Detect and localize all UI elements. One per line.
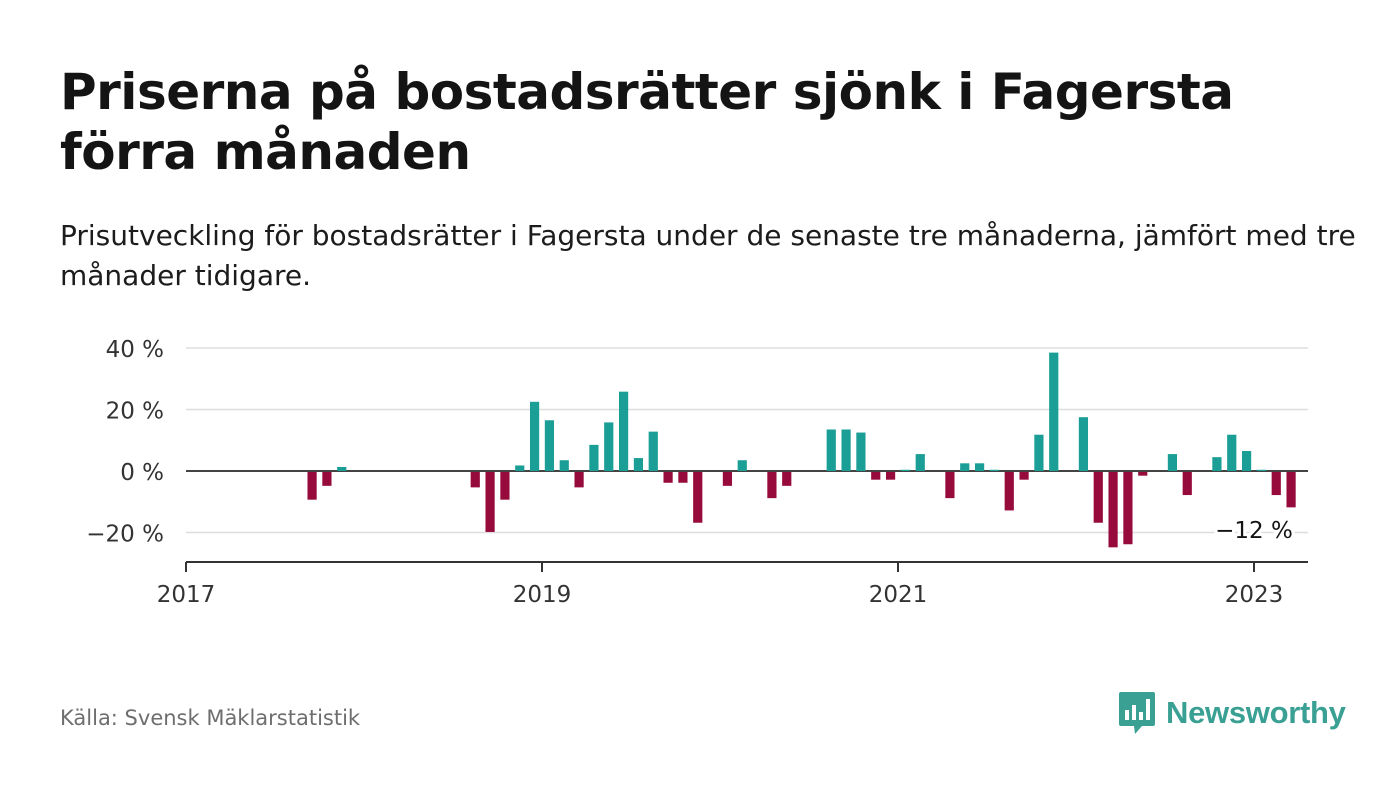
bar bbox=[485, 472, 495, 532]
bar bbox=[604, 422, 614, 471]
bar bbox=[1241, 451, 1252, 471]
bar bbox=[307, 472, 317, 500]
bar bbox=[559, 460, 569, 471]
chart-title: Priserna på bostadsrätter sjönk i Fagers… bbox=[60, 63, 1234, 181]
bar bbox=[915, 454, 925, 471]
newsworthy-logo-icon bbox=[1119, 692, 1155, 734]
bar bbox=[960, 463, 970, 471]
bar bbox=[1286, 472, 1296, 508]
bar bbox=[574, 472, 584, 488]
y-tick-label: 40 % bbox=[106, 337, 164, 363]
bar bbox=[693, 472, 703, 523]
bar bbox=[989, 469, 1000, 471]
bar bbox=[945, 472, 955, 499]
last-value-annotation: −12 % bbox=[1215, 518, 1293, 544]
labels-layer: 40 % 20 % 0 % −20 % 2017 2019 2021 2023 −12 % bbox=[86, 337, 1296, 608]
bar bbox=[322, 472, 332, 486]
axis-layer bbox=[185, 561, 1308, 572]
bar bbox=[767, 472, 777, 499]
bar bbox=[1093, 472, 1103, 523]
y-tick-label: −20 % bbox=[86, 522, 164, 548]
bar bbox=[722, 472, 733, 486]
bar bbox=[1212, 457, 1222, 471]
bar bbox=[515, 465, 525, 471]
bar bbox=[1108, 472, 1118, 548]
bar bbox=[974, 463, 985, 471]
bar-chart: 40 % 20 % 0 % −20 % 2017 2019 2021 2023 −12 % bbox=[86, 337, 1308, 608]
x-tick-label: 2023 bbox=[1225, 582, 1284, 608]
bar bbox=[1256, 469, 1267, 471]
bar bbox=[737, 460, 747, 471]
bar bbox=[544, 420, 555, 471]
bar bbox=[589, 444, 599, 471]
bar bbox=[1271, 472, 1281, 496]
bar bbox=[337, 467, 347, 471]
logo-text: Newsworthy bbox=[1166, 695, 1346, 730]
chart-subtitle: Prisutveckling för bostadsrätter i Fager… bbox=[60, 219, 1356, 292]
x-tick-label: 2019 bbox=[513, 582, 572, 608]
bar bbox=[678, 472, 688, 483]
bar bbox=[826, 429, 836, 471]
bar bbox=[900, 469, 911, 471]
bar bbox=[618, 391, 629, 471]
bar bbox=[1167, 454, 1178, 471]
bar bbox=[885, 472, 896, 480]
x-tick-label: 2021 bbox=[869, 582, 928, 608]
bar bbox=[1019, 472, 1029, 480]
bar bbox=[782, 472, 792, 486]
x-tick-label: 2017 bbox=[157, 582, 216, 608]
bar bbox=[1182, 472, 1192, 496]
grid-layer bbox=[186, 347, 1308, 534]
bar bbox=[648, 431, 658, 471]
bar bbox=[871, 472, 881, 480]
y-tick-label: 0 % bbox=[120, 460, 164, 486]
bar bbox=[470, 472, 480, 488]
bars-layer bbox=[307, 352, 1296, 548]
bar bbox=[841, 429, 851, 471]
newsworthy-logo: Newsworthy bbox=[1118, 690, 1346, 736]
bar bbox=[1004, 472, 1014, 511]
bar bbox=[663, 472, 673, 483]
y-tick-label: 20 % bbox=[106, 399, 164, 425]
bar bbox=[1227, 434, 1237, 471]
bar bbox=[529, 401, 540, 471]
bar bbox=[1078, 417, 1089, 471]
source-note: Källa: Svensk Mäklarstatistik bbox=[60, 706, 361, 730]
bar bbox=[1049, 352, 1059, 471]
bar bbox=[1138, 472, 1148, 476]
bar bbox=[1123, 472, 1133, 545]
bar bbox=[1034, 434, 1044, 471]
bar bbox=[633, 458, 644, 471]
bar bbox=[500, 472, 510, 500]
bar bbox=[856, 432, 866, 471]
